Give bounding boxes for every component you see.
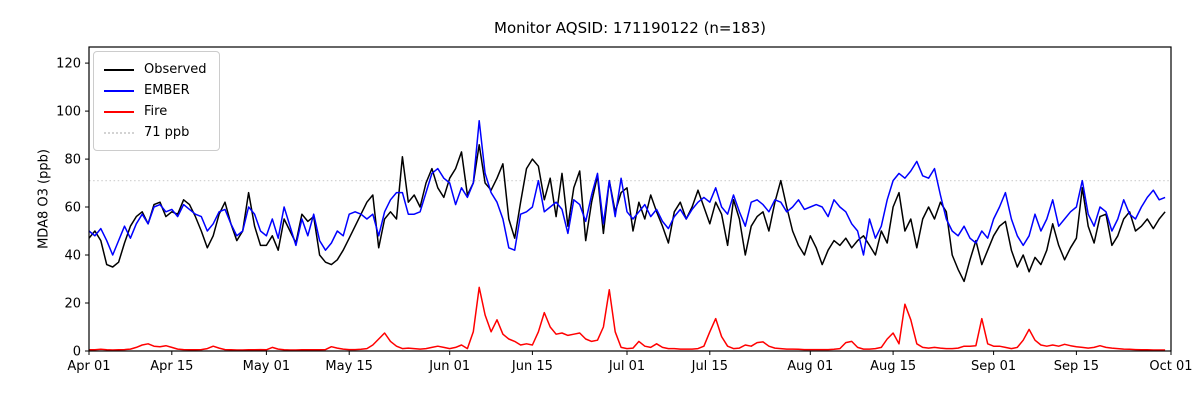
svg-text:20: 20 [64,297,81,312]
legend-item-ember: EMBER [104,80,207,101]
legend: Observed EMBER Fire 71 ppb [93,51,220,151]
svg-text:Aug 15: Aug 15 [870,359,916,374]
svg-text:Apr 01: Apr 01 [67,359,110,374]
threshold-line-swatch [104,131,134,134]
chart-title: Monitor AQSID: 171190122 (n=183) [494,19,766,37]
svg-text:100: 100 [56,105,81,120]
legend-item-fire: Fire [104,101,207,122]
legend-label-fire: Fire [144,104,168,119]
svg-text:Jul 15: Jul 15 [691,359,728,374]
svg-text:60: 60 [64,201,81,216]
svg-text:May 15: May 15 [325,359,373,374]
svg-text:Aug 01: Aug 01 [787,359,833,374]
svg-text:120: 120 [56,57,81,72]
y-axis-label: MDA8 O3 (ppb) [36,149,52,249]
svg-text:Oct 01: Oct 01 [1149,359,1192,374]
svg-text:Apr 15: Apr 15 [150,359,193,374]
observed-line-swatch [104,68,134,71]
legend-label-observed: Observed [144,62,207,77]
svg-text:Jul 01: Jul 01 [608,359,645,374]
svg-text:0: 0 [73,345,81,360]
legend-item-threshold: 71 ppb [104,122,207,143]
svg-text:Sep 15: Sep 15 [1054,359,1099,374]
legend-label-ember: EMBER [144,83,190,98]
svg-text:May 01: May 01 [243,359,291,374]
fire-line-swatch [104,110,134,113]
svg-text:Jun 15: Jun 15 [511,359,553,374]
svg-text:80: 80 [64,153,81,168]
svg-text:Sep 01: Sep 01 [971,359,1016,374]
svg-text:40: 40 [64,249,81,264]
svg-text:Jun 01: Jun 01 [428,359,470,374]
ember-line-swatch [104,89,134,92]
legend-label-threshold: 71 ppb [144,125,190,140]
legend-item-observed: Observed [104,59,207,80]
